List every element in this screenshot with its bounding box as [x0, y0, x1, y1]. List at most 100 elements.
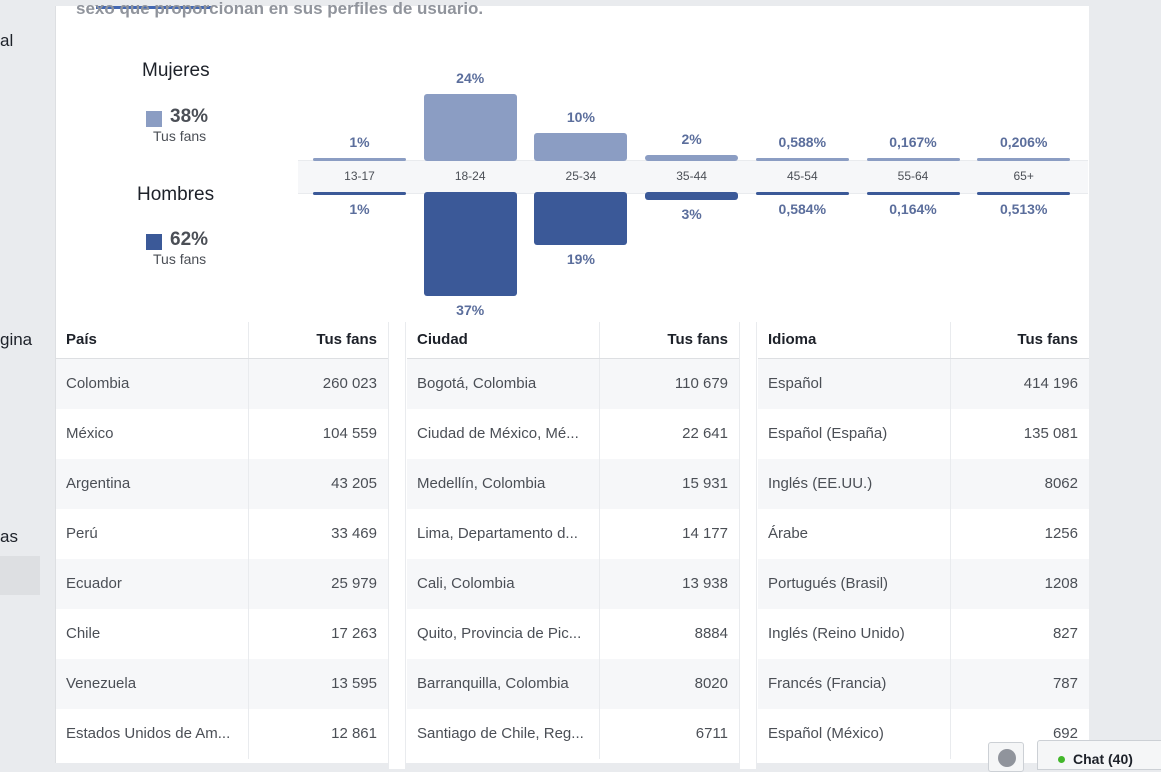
bar-men-55-64[interactable]	[866, 192, 960, 195]
globe-button[interactable]	[988, 742, 1024, 772]
country-table: País Tus fans Colombia 260 023 México 104 559…	[56, 322, 388, 759]
column-header[interactable]: Tus fans	[667, 331, 728, 348]
column-header[interactable]: Ciudad	[407, 322, 600, 358]
row-value: 1208	[1044, 575, 1078, 592]
table-row: Venezuela 13 595	[56, 659, 388, 709]
table-header: País Tus fans	[56, 322, 388, 359]
table-header: Ciudad Tus fans	[407, 322, 739, 359]
city-table: Ciudad Tus fans Bogotá, Colombia 110 679 Ciu…	[407, 322, 739, 759]
row-value: 104 559	[322, 425, 377, 442]
row-label: Inglés (Reino Unido)	[758, 609, 951, 659]
value-label-women: 0,167%	[889, 134, 937, 150]
row-label: Ecuador	[56, 559, 249, 609]
bar-women-45-54[interactable]	[755, 158, 849, 161]
women-percent: 38%	[170, 106, 209, 127]
row-value: 135 081	[1023, 425, 1078, 442]
row-value: 827	[1052, 625, 1078, 642]
value-label-women: 10%	[566, 109, 595, 125]
bar-men-35-44[interactable]	[645, 192, 739, 201]
row-value: 414 196	[1023, 375, 1078, 392]
table-row: Portugués (Brasil) 1208	[758, 559, 1089, 609]
value-label-women: 0,206%	[999, 134, 1048, 150]
row-value: 22 641	[682, 425, 728, 442]
right-column	[1089, 0, 1161, 763]
row-value: 13 938	[682, 575, 728, 592]
age-tick-label: 45-54	[786, 169, 818, 183]
row-label: Santiago de Chile, Reg...	[407, 709, 600, 759]
column-header[interactable]: Tus fans	[1017, 331, 1078, 348]
table-row: Ciudad de México, Mé... 22 641	[407, 409, 739, 459]
table-row: Inglés (Reino Unido) 827	[758, 609, 1089, 659]
table-row: Chile 17 263	[56, 609, 388, 659]
column-header[interactable]: Idioma	[758, 322, 951, 358]
bar-men-13-17[interactable]	[313, 192, 406, 195]
bar-men-18-24[interactable]	[423, 192, 517, 296]
bar-women-18-24[interactable]	[423, 93, 517, 161]
row-label: Bogotá, Colombia	[407, 359, 600, 409]
bar-men-45-54[interactable]	[755, 192, 849, 195]
chat-label: Chat (40)	[1073, 751, 1133, 767]
bar-women-35-44[interactable]	[645, 155, 739, 161]
men-label: Hombres	[137, 184, 215, 205]
table-row: Bogotá, Colombia 110 679	[407, 359, 739, 409]
row-label: México	[56, 409, 249, 459]
active-tab-indicator	[96, 6, 212, 9]
bar-women-13-17[interactable]	[313, 158, 406, 161]
left-nav-item-fragment[interactable]: as	[0, 527, 18, 546]
table-row: Estados Unidos de Am... 12 861	[56, 709, 388, 759]
table-row: Cali, Colombia 13 938	[407, 559, 739, 609]
row-label: Inglés (EE.UU.)	[758, 459, 951, 509]
row-value: 6711	[695, 725, 728, 742]
row-value: 15 931	[682, 475, 728, 492]
women-swatch	[146, 111, 162, 127]
value-label-men: 19%	[566, 251, 595, 268]
row-value: 17 263	[331, 625, 377, 642]
row-value: 8062	[1044, 475, 1078, 492]
value-label-women: 24%	[456, 69, 485, 86]
row-value: 110 679	[674, 375, 728, 392]
bar-women-25-34[interactable]	[534, 133, 628, 161]
left-nav-item-fragment[interactable]: al	[0, 31, 14, 50]
age-tick-label: 55-64	[897, 169, 929, 183]
age-tick-label: 18-24	[454, 169, 486, 183]
row-label: Quito, Provincia de Pic...	[407, 609, 600, 659]
chat-button[interactable]: Chat (40)	[1037, 740, 1161, 770]
row-label: Chile	[56, 609, 249, 659]
row-label: Francés (Francia)	[758, 659, 951, 709]
table-row: Barranquilla, Colombia 8020	[407, 659, 739, 709]
value-label-men: 1%	[349, 201, 370, 217]
left-nav-selected-item[interactable]	[0, 556, 40, 595]
table-row: Inglés (EE.UU.) 8062	[758, 459, 1089, 509]
value-label-men: 0,584%	[778, 201, 827, 217]
table-header: Idioma Tus fans	[758, 322, 1089, 359]
bar-men-25-34[interactable]	[534, 192, 628, 246]
men-fans-label: Tus fans	[153, 251, 207, 267]
bar-men-65+[interactable]	[977, 192, 1071, 195]
row-label: Barranquilla, Colombia	[407, 659, 600, 709]
language-table: Idioma Tus fans Español 414 196 Español (Esp…	[758, 322, 1089, 759]
table-row: Francés (Francia) 787	[758, 659, 1089, 709]
row-value: 14 177	[682, 525, 728, 542]
left-nav-item-fragment[interactable]: gina	[0, 330, 33, 349]
row-value: 1256	[1044, 525, 1078, 542]
value-label-men: 0,164%	[889, 201, 937, 217]
table-row: Argentina 43 205	[56, 459, 388, 509]
men-swatch	[146, 234, 162, 250]
table-row: Santiago de Chile, Reg... 6711	[407, 709, 739, 759]
row-value: 12 861	[331, 725, 377, 742]
bar-women-65+[interactable]	[977, 158, 1071, 161]
age-tick-label: 25-34	[565, 169, 597, 183]
row-value: 8884	[694, 625, 728, 642]
table-row: México 104 559	[56, 409, 388, 459]
row-value: 25 979	[331, 575, 377, 592]
table-row: Árabe 1256	[758, 509, 1089, 559]
age-gender-chart: 1% 1% 13-17 24% 37% 18-24 10% 19% 25-34 2% 3% 35-44…	[298, 6, 1088, 326]
table-gap	[388, 322, 406, 769]
bar-women-55-64[interactable]	[866, 158, 960, 161]
column-header[interactable]: Tus fans	[316, 331, 377, 348]
online-status-icon	[1058, 756, 1065, 763]
row-value: 33 469	[331, 525, 377, 542]
column-header[interactable]: País	[56, 322, 249, 358]
table-gap	[739, 322, 757, 769]
women-label: Mujeres	[142, 60, 210, 81]
